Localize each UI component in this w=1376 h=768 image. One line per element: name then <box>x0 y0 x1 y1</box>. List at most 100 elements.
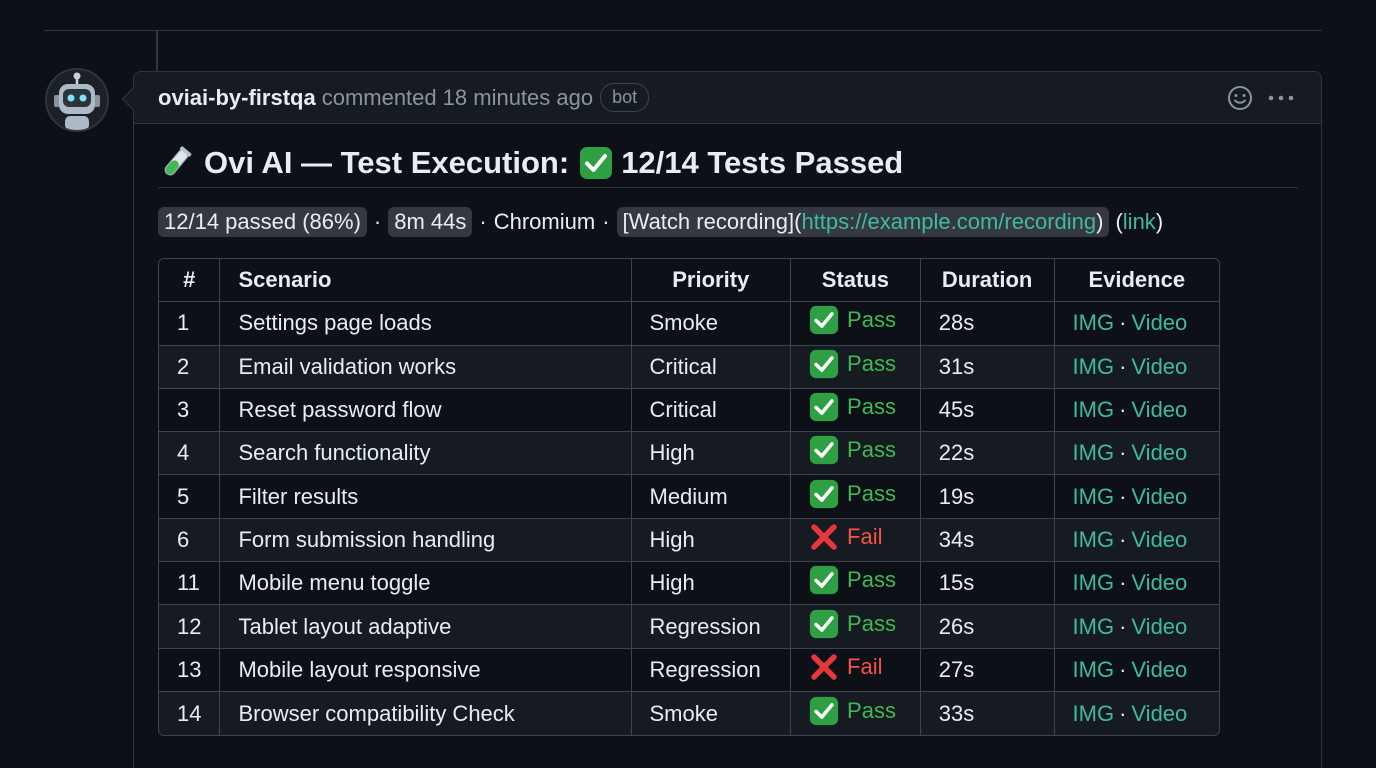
browser-text: Chromium <box>493 209 596 234</box>
img-link[interactable]: IMG <box>1072 700 1115 726</box>
img-link[interactable]: IMG <box>1072 440 1115 466</box>
status-value: Pass <box>809 696 896 726</box>
recording-link[interactable]: link <box>1122 209 1156 234</box>
img-link[interactable]: IMG <box>1072 613 1115 639</box>
table-row: 2 Email validation works Critical Pass 3… <box>159 345 1219 389</box>
table-row: 11 Mobile menu toggle High Pass 15s IMG ·… <box>159 562 1219 606</box>
column-header-evidence: Evidence <box>1054 259 1219 303</box>
column-header-status: Status <box>791 259 921 303</box>
cell-priority: High <box>631 432 792 476</box>
cell-number: 1 <box>159 302 221 346</box>
cell-scenario: Email validation works <box>220 345 632 389</box>
cell-evidence: IMG · Video <box>1054 345 1219 389</box>
table-row: 5 Filter results Medium Pass 19s IMG · Vid… <box>159 475 1219 519</box>
video-link[interactable]: Video <box>1131 440 1188 466</box>
cell-priority: Critical <box>631 345 792 389</box>
cell-status: Pass <box>791 388 921 433</box>
cell-priority: Medium <box>631 475 792 519</box>
evidence-separator: · <box>1119 526 1127 552</box>
img-link[interactable]: IMG <box>1072 483 1115 509</box>
status-text: Pass <box>847 697 896 723</box>
cell-status: Pass <box>791 605 921 649</box>
cross-mark-icon <box>809 652 839 682</box>
comment-time[interactable]: 18 minutes ago <box>442 84 594 110</box>
cell-scenario: Search functionality <box>220 432 632 476</box>
cell-evidence: IMG · Video <box>1054 388 1219 433</box>
summary-line: 12/14 passed (86%) · 8m 44s · Chromium ·… <box>158 206 1297 238</box>
status-value: Pass <box>809 609 896 639</box>
table-row: 4 Search functionality High Pass 22s IMG… <box>159 432 1219 476</box>
evidence-separator: · <box>1119 656 1127 682</box>
status-text: Pass <box>847 480 896 506</box>
video-link[interactable]: Video <box>1131 613 1188 639</box>
recording-url-link[interactable]: https://example.com/recording <box>801 209 1097 234</box>
check-mark-box-icon <box>809 609 839 639</box>
status-value: Pass <box>809 435 896 465</box>
comment-author[interactable]: oviai-by-firstqa <box>158 84 316 110</box>
heading-suffix: 12/14 Tests Passed <box>621 144 904 180</box>
cell-evidence: IMG · Video <box>1054 432 1219 476</box>
link-close: ) <box>1155 209 1164 234</box>
table-row: 14 Browser compatibility Check Smoke Pas… <box>159 691 1219 736</box>
link-open: ( <box>1115 209 1123 234</box>
cell-evidence: IMG · Video <box>1054 475 1219 519</box>
video-link[interactable]: Video <box>1131 397 1188 423</box>
img-link[interactable]: IMG <box>1072 397 1115 423</box>
column-header-scenario: Scenario <box>220 259 632 303</box>
recording-close: ) <box>1096 209 1104 234</box>
comment-box: oviai-by-firstqa commented 18 minutes ag… <box>121 71 1322 768</box>
status-text: Fail <box>847 653 883 679</box>
evidence-separator: · <box>1119 483 1127 509</box>
heading-prefix: Ovi AI — Test Execution: <box>204 144 570 180</box>
video-link[interactable]: Video <box>1131 353 1188 379</box>
cell-evidence: IMG · Video <box>1054 518 1219 563</box>
cell-priority: High <box>631 518 792 563</box>
img-link[interactable]: IMG <box>1072 570 1115 596</box>
cell-duration: 28s <box>920 302 1055 346</box>
cell-duration: 45s <box>920 388 1055 433</box>
separator: · <box>602 209 610 234</box>
cell-scenario: Filter results <box>220 475 632 519</box>
video-link[interactable]: Video <box>1131 656 1188 682</box>
check-mark-box-icon <box>809 305 839 335</box>
status-text: Pass <box>847 567 896 593</box>
check-mark-box-icon <box>809 696 839 726</box>
cell-duration: 34s <box>920 518 1055 563</box>
evidence-separator: · <box>1119 613 1127 639</box>
cell-duration: 15s <box>920 562 1055 606</box>
status-text: Pass <box>847 394 896 420</box>
avatar[interactable] <box>45 68 109 132</box>
video-link[interactable]: Video <box>1131 570 1188 596</box>
passed-code: 12/14 passed (86%) <box>158 207 367 237</box>
column-header-number: # <box>159 259 221 303</box>
cell-number: 5 <box>159 475 221 519</box>
cell-evidence: IMG · Video <box>1054 691 1219 736</box>
table-row: 12 Tablet layout adaptive Regression Pas… <box>159 605 1219 649</box>
video-link[interactable]: Video <box>1131 526 1188 552</box>
status-value: Pass <box>809 305 896 335</box>
cell-status: Fail <box>791 518 921 563</box>
cell-duration: 27s <box>920 648 1055 692</box>
kebab-icon[interactable] <box>1267 85 1295 111</box>
cell-status: Pass <box>791 691 921 736</box>
cell-scenario: Mobile layout responsive <box>220 648 632 692</box>
cell-number: 3 <box>159 388 221 433</box>
column-header-duration: Duration <box>920 259 1055 303</box>
cell-evidence: IMG · Video <box>1054 605 1219 649</box>
img-link[interactable]: IMG <box>1072 526 1115 552</box>
status-text: Pass <box>847 437 896 463</box>
status-text: Pass <box>847 610 896 636</box>
img-link[interactable]: IMG <box>1072 656 1115 682</box>
video-link[interactable]: Video <box>1131 483 1188 509</box>
video-link[interactable]: Video <box>1131 310 1188 336</box>
img-link[interactable]: IMG <box>1072 353 1115 379</box>
header-actions <box>1227 85 1295 111</box>
cell-scenario: Browser compatibility Check <box>220 691 632 736</box>
smiley-icon[interactable] <box>1227 85 1253 111</box>
cell-priority: Smoke <box>631 302 792 346</box>
status-text: Pass <box>847 307 896 333</box>
video-link[interactable]: Video <box>1131 700 1188 726</box>
img-link[interactable]: IMG <box>1072 310 1115 336</box>
cell-scenario: Mobile menu toggle <box>220 562 632 606</box>
cell-number: 6 <box>159 518 221 563</box>
